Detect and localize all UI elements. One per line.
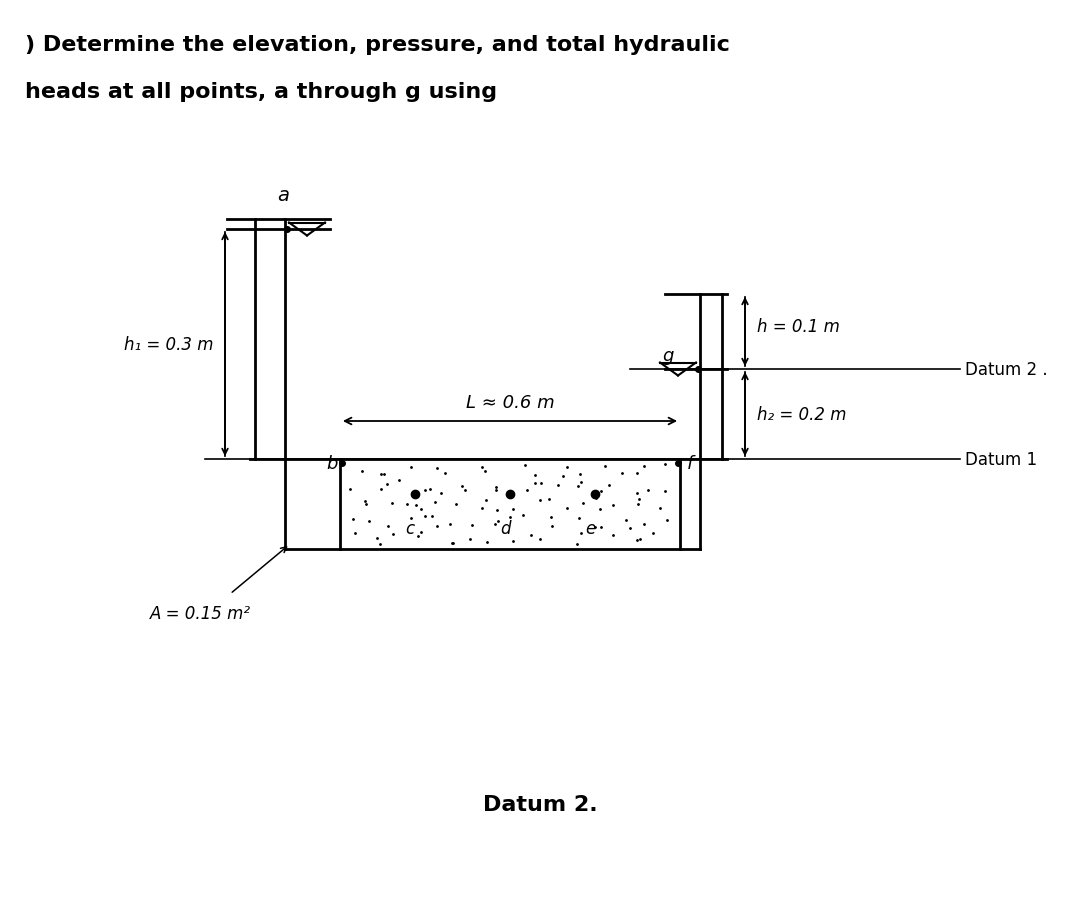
Bar: [340, 460, 680, 550]
Text: heads at all points, a through g using: heads at all points, a through g using: [25, 82, 497, 102]
Text: Datum 2.: Datum 2.: [483, 794, 597, 814]
Text: Datum 1: Datum 1: [966, 450, 1037, 469]
Text: ) Determine the elevation, pressure, and total hydraulic: ) Determine the elevation, pressure, and…: [25, 35, 730, 55]
Text: a: a: [276, 186, 289, 205]
Text: e: e: [585, 519, 595, 538]
Text: c: c: [405, 519, 415, 538]
Text: h₂ = 0.2 m: h₂ = 0.2 m: [757, 405, 847, 424]
Text: A = 0.15 m²: A = 0.15 m²: [150, 605, 251, 622]
Text: L ≈ 0.6 m: L ≈ 0.6 m: [465, 393, 554, 412]
Text: g: g: [662, 346, 674, 365]
Text: f: f: [687, 455, 693, 472]
Text: b: b: [326, 455, 338, 472]
Text: h₁ = 0.3 m: h₁ = 0.3 m: [123, 335, 213, 354]
Text: h = 0.1 m: h = 0.1 m: [757, 318, 840, 336]
Text: Datum 2 .: Datum 2 .: [966, 360, 1048, 379]
Text: d: d: [500, 519, 510, 538]
